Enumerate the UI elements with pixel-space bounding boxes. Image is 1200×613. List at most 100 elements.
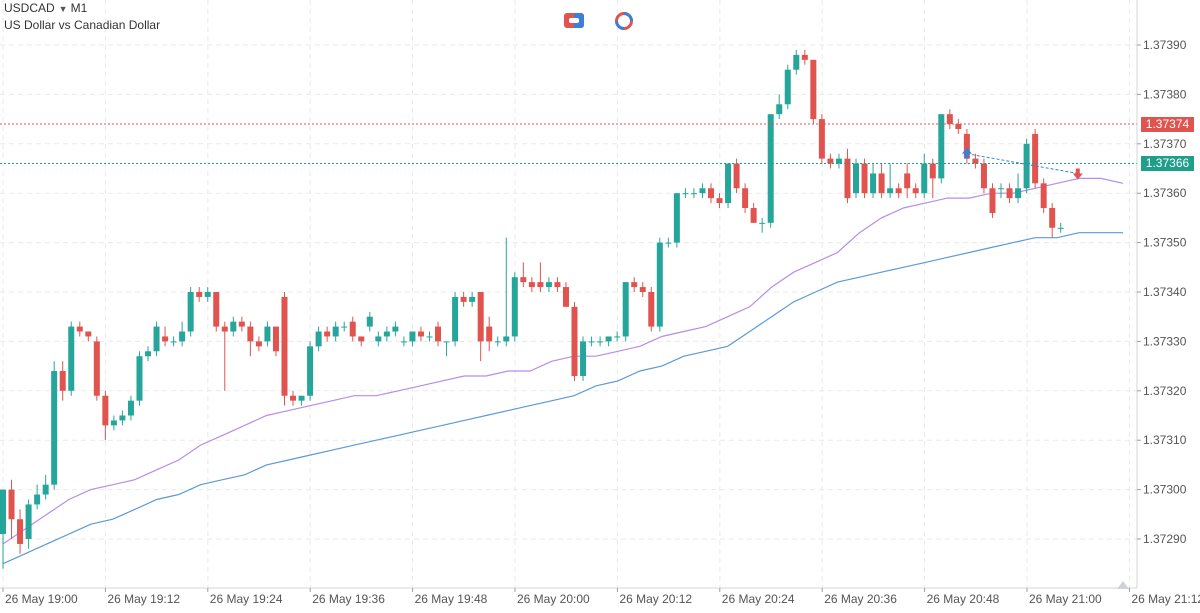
candle xyxy=(904,163,911,199)
scroll-to-end-icon[interactable] xyxy=(1117,581,1129,589)
candle xyxy=(614,331,621,342)
candle xyxy=(622,282,629,342)
candle xyxy=(588,336,595,347)
x-tick-label: 26 May 20:00 xyxy=(517,592,590,606)
candle-body xyxy=(699,188,706,194)
time-axis[interactable]: 26 May 19:00 26 May 19:12 26 May 19:24 26 M… xyxy=(0,587,1200,606)
candle-body xyxy=(972,158,979,164)
candle-body xyxy=(801,54,808,60)
candle-body xyxy=(938,114,945,179)
candle xyxy=(656,237,663,332)
symbol-label[interactable]: USDCAD xyxy=(4,1,55,15)
candle xyxy=(452,292,459,347)
candle xyxy=(631,277,638,292)
x-tick-label: 26 May 19:24 xyxy=(210,592,283,606)
candle xyxy=(861,158,868,199)
symbol-description: US Dollar vs Canadian Dollar xyxy=(4,18,161,32)
x-tick-label: 26 May 20:24 xyxy=(722,592,795,606)
candle-body xyxy=(170,341,177,343)
candle-body xyxy=(511,277,518,337)
candle-body xyxy=(870,173,877,194)
candle-body xyxy=(460,296,467,302)
candle xyxy=(332,321,339,342)
y-tick-label: 1.37390 xyxy=(1143,38,1187,52)
x-tick-label: 26 May 20:48 xyxy=(927,592,1000,606)
candle-body xyxy=(861,163,868,194)
candle xyxy=(707,183,714,204)
candle-body xyxy=(946,114,953,125)
candle-body xyxy=(1015,188,1022,199)
candle xyxy=(810,59,817,125)
candle-body xyxy=(648,292,655,327)
candle xyxy=(733,158,740,194)
y-tick-label: 1.37380 xyxy=(1143,87,1187,101)
timeframe-label[interactable]: M1 xyxy=(70,1,88,15)
candle-body xyxy=(85,331,92,337)
candle xyxy=(690,188,697,199)
candle xyxy=(1015,173,1022,204)
x-tick-label: 26 May 19:00 xyxy=(5,592,78,606)
candle-body xyxy=(725,163,732,204)
candle xyxy=(554,277,561,292)
candle xyxy=(417,326,424,342)
candle-body xyxy=(929,163,936,179)
candle xyxy=(1006,183,1013,204)
depth-of-market-icon[interactable] xyxy=(614,12,634,30)
candle-body xyxy=(503,336,510,342)
candle xyxy=(835,153,842,169)
ma-slow-line xyxy=(2,232,1123,565)
candle-body xyxy=(545,282,552,288)
candle xyxy=(307,341,314,401)
candle-body xyxy=(34,494,41,505)
candle-body xyxy=(614,336,621,338)
candle-body xyxy=(1049,208,1056,228)
candle-body xyxy=(68,326,75,391)
candle-body xyxy=(707,188,714,199)
y-tick-label: 1.37350 xyxy=(1143,236,1187,250)
candle-body xyxy=(486,326,493,342)
candle xyxy=(887,163,894,199)
candle-body xyxy=(290,395,297,401)
price-axis[interactable]: 1.37390 1.37380 1.37370 1.37360 1.37350 1.373… xyxy=(1136,0,1187,588)
chevron-down-icon[interactable]: ▼ xyxy=(58,4,68,14)
candle xyxy=(503,237,510,347)
candle xyxy=(102,390,109,441)
candle xyxy=(409,331,416,347)
candle-body xyxy=(469,296,476,302)
candle-body xyxy=(153,326,160,352)
candle xyxy=(511,272,518,342)
candle xyxy=(537,262,544,292)
candle xyxy=(460,292,467,307)
candle-body xyxy=(93,341,100,396)
candle-body xyxy=(571,306,578,376)
trade-panel-icon[interactable] xyxy=(564,12,584,30)
candle-body xyxy=(383,331,390,337)
candle xyxy=(665,237,672,248)
candle-body xyxy=(110,420,117,426)
candle xyxy=(818,114,825,164)
candle-body xyxy=(400,341,407,343)
candle-body xyxy=(281,296,288,396)
y-tick-label: 1.37290 xyxy=(1143,532,1187,546)
candle-body xyxy=(341,326,348,328)
x-tick-label: 26 May 19:48 xyxy=(415,592,488,606)
candle-body xyxy=(392,326,399,332)
candle xyxy=(375,331,382,347)
candle xyxy=(912,183,919,199)
candle-body xyxy=(315,331,322,347)
candle-body xyxy=(349,321,356,337)
candle-body xyxy=(639,287,646,292)
y-tick-label: 1.37340 xyxy=(1143,285,1187,299)
candle xyxy=(1032,128,1039,189)
candle xyxy=(119,410,126,426)
candle xyxy=(494,336,501,347)
candle xyxy=(776,94,783,120)
candle-body xyxy=(750,208,757,223)
candle-body xyxy=(1032,133,1039,184)
candle-body xyxy=(622,282,629,337)
candlestick-series xyxy=(0,49,1064,569)
x-tick-label: 26 May 20:36 xyxy=(824,592,897,606)
candle xyxy=(486,316,493,352)
candle-body xyxy=(179,331,186,342)
